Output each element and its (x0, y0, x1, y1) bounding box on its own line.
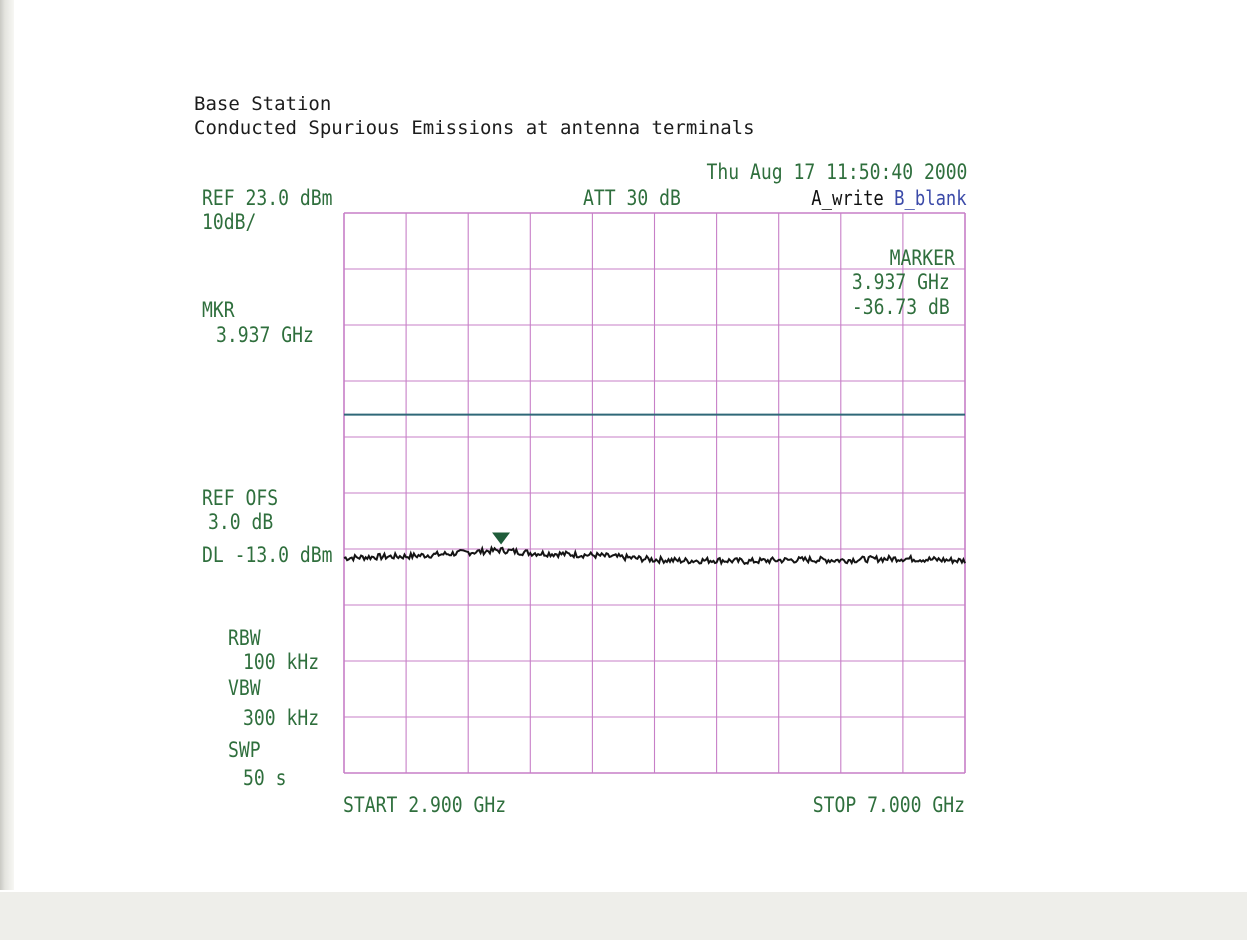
display-line-label: DL -13.0 dBm (202, 543, 333, 567)
marker-box-frequency: 3.937 GHz (852, 270, 950, 294)
ref-level: REF 23.0 dBm (202, 186, 333, 210)
ref-offset-label: REF OFS (202, 486, 279, 510)
scale-per-division: 10dB/ (202, 210, 257, 234)
header-subtitle: Conducted Spurious Emissions at antenna … (194, 117, 755, 139)
scan-left-edge (0, 0, 14, 890)
marker-box-label: MARKER (889, 246, 955, 270)
rbw-value: 100 kHz (243, 650, 320, 674)
header-title: Base Station (194, 93, 332, 115)
swp-label: SWP (228, 738, 261, 762)
scan-bottom-band (0, 892, 1247, 940)
mkr-label: MKR (202, 298, 235, 322)
swp-value: 50 s (243, 766, 287, 790)
grid (343, 212, 966, 774)
trace-a-line (343, 545, 966, 567)
mkr-frequency: 3.937 GHz (216, 323, 314, 347)
marker-triangle (492, 532, 511, 545)
trace-b-status: B_blank (894, 186, 967, 210)
stop-frequency: STOP 7.000 GHz (812, 793, 965, 817)
marker-box-level: -36.73 dB (852, 295, 950, 319)
vbw-value: 300 kHz (243, 706, 320, 730)
trace-status: A_write B_blank (812, 188, 967, 208)
timestamp: Thu Aug 17 11:50:40 2000 (706, 160, 967, 184)
vbw-label: VBW (228, 676, 261, 700)
attenuation: ATT 30 dB (583, 186, 681, 210)
start-frequency: START 2.900 GHz (343, 793, 507, 817)
ref-offset-value: 3.0 dB (208, 510, 274, 534)
trace-a-status: A_write (811, 186, 885, 210)
rbw-label: RBW (228, 626, 261, 650)
